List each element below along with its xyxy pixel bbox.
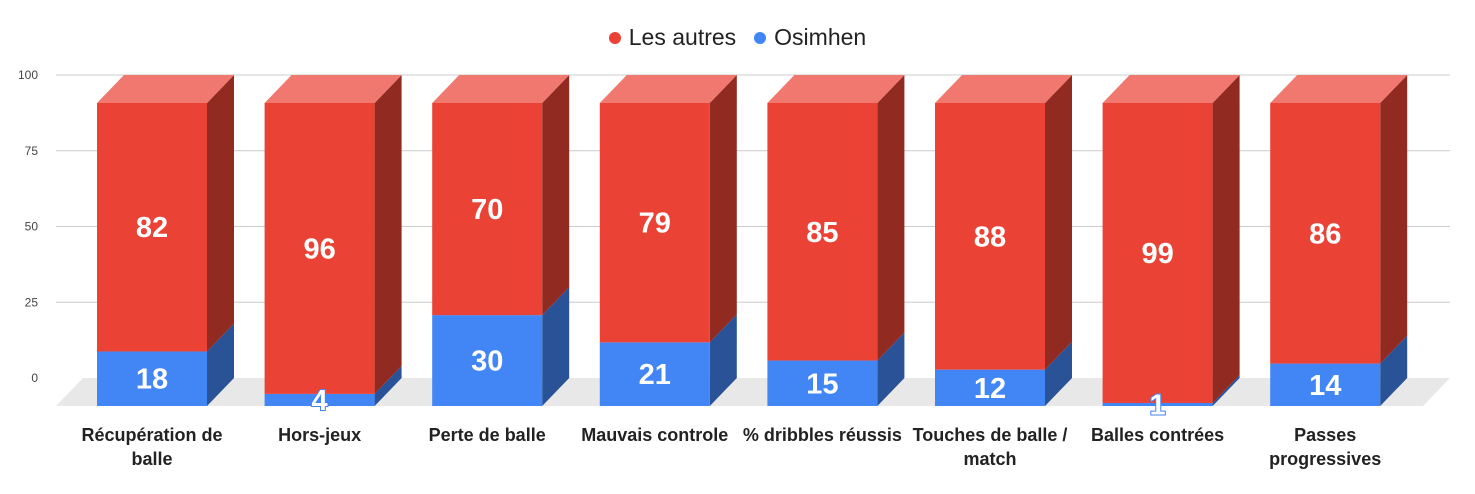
- legend-item-osimhen[interactable]: Osimhen: [754, 24, 866, 51]
- x-tick-label: Passes progressives: [1269, 425, 1382, 469]
- bar-les-autres-top: [1102, 75, 1240, 103]
- bar-les-autres-top: [432, 75, 570, 103]
- bar-les-autres: [1270, 103, 1381, 364]
- x-tick-label: Mauvais controle: [581, 425, 729, 445]
- bar-les-autres: [432, 103, 543, 316]
- bar-osimhen: [599, 342, 710, 406]
- data-label-les-autres: 86: [1309, 218, 1341, 250]
- y-tick-label: 0: [31, 371, 38, 385]
- bar-osimhen: [935, 369, 1045, 406]
- data-label-les-autres: 79: [639, 208, 671, 240]
- bar-les-autres-side: [709, 75, 737, 343]
- data-label-osimhen: 12: [974, 373, 1006, 405]
- bar-osimhen: [97, 351, 207, 406]
- data-label-osimhen: 15: [806, 368, 838, 400]
- x-tick-label: Hors-jeux: [278, 425, 362, 445]
- bar-osimhen-side: [207, 323, 234, 406]
- bar-les-autres-side: [207, 75, 234, 352]
- bar-group: 96 4: [264, 75, 402, 418]
- bar-les-autres: [1102, 103, 1213, 403]
- data-label-osimhen: 30: [471, 346, 503, 378]
- data-label-osimhen: 21: [639, 359, 671, 391]
- bar-les-autres-side: [1380, 75, 1408, 364]
- bar-osimhen-side: [1380, 335, 1408, 406]
- bar-les-autres: [97, 103, 207, 352]
- bar-group: 88 12: [935, 75, 1072, 406]
- bar-group: 99 1: [1102, 75, 1240, 422]
- bar-les-autres: [599, 103, 710, 343]
- legend-swatch-osimhen: [754, 31, 767, 44]
- y-tick-label: 25: [25, 295, 39, 309]
- data-label-les-autres: 70: [471, 194, 503, 226]
- bar-les-autres-side: [1212, 75, 1240, 403]
- data-label-les-autres: 85: [806, 217, 838, 249]
- x-tick-label: Touches de balle / match: [912, 425, 1068, 469]
- bar-osimhen-side: [1212, 374, 1240, 406]
- bar-les-autres-side: [374, 75, 402, 394]
- legend-label-osimhen: Osimhen: [774, 24, 867, 50]
- legend-label-les-autres: Les autres: [628, 24, 737, 50]
- bar-group: 70 30: [432, 75, 570, 406]
- y-tick-label: 50: [25, 220, 39, 234]
- data-label-les-autres: 96: [303, 233, 335, 265]
- data-label-les-autres: 99: [1141, 238, 1173, 270]
- bar-osimhen-side: [709, 314, 737, 406]
- bar-les-autres-side: [877, 75, 905, 361]
- bar-les-autres: [935, 103, 1045, 370]
- bar-les-autres-top: [599, 75, 737, 103]
- bar-les-autres-top: [1270, 75, 1408, 103]
- data-label-osimhen: 14: [1309, 370, 1341, 402]
- y-tick-label: 75: [25, 144, 39, 158]
- data-label-les-autres: 88: [974, 221, 1006, 253]
- legend-swatch-les-autres: [608, 31, 621, 44]
- bar-osimhen-side: [877, 332, 905, 406]
- x-tick-label: Balles contrées: [1091, 425, 1225, 445]
- bar-les-autres-top: [935, 75, 1072, 103]
- y-tick-label: 100: [18, 68, 38, 82]
- bar-group: 79 21: [599, 75, 737, 406]
- data-label-osimhen: 1: [1150, 389, 1166, 421]
- x-tick-label: % dribbles réussis: [742, 425, 902, 445]
- data-label-osimhen: 4: [312, 385, 328, 417]
- bar-les-autres: [264, 103, 375, 394]
- bar-group: 85 15: [767, 75, 905, 406]
- bar-group: 82 18: [97, 75, 234, 406]
- bar-les-autres-side: [1045, 75, 1072, 370]
- bar-les-autres-top: [767, 75, 905, 103]
- legend-item-les-autres[interactable]: Les autres: [608, 24, 737, 51]
- bar-les-autres-top: [97, 75, 234, 103]
- legend: Les autres Osimhen: [0, 24, 1475, 51]
- bar-les-autres-top: [264, 75, 402, 103]
- data-label-les-autres: 82: [136, 212, 168, 244]
- bar-group: 86 14: [1270, 75, 1408, 406]
- bar-les-autres: [767, 103, 878, 361]
- bar-osimhen-side: [374, 365, 402, 406]
- data-label-osimhen: 18: [136, 364, 168, 396]
- x-tick-label: Récupération de balle: [81, 425, 223, 469]
- x-tick-label: Perte de balle: [428, 425, 546, 445]
- bar-osimhen: [432, 315, 543, 406]
- chart-floor: [56, 378, 1450, 406]
- bar-osimhen: [767, 360, 878, 406]
- bar-osimhen-side: [542, 287, 570, 406]
- bar-osimhen: [264, 393, 375, 406]
- bar-osimhen-side: [1045, 341, 1072, 406]
- bar-osimhen: [1270, 363, 1381, 406]
- bar-les-autres-side: [542, 75, 570, 316]
- bar-osimhen: [1102, 402, 1213, 406]
